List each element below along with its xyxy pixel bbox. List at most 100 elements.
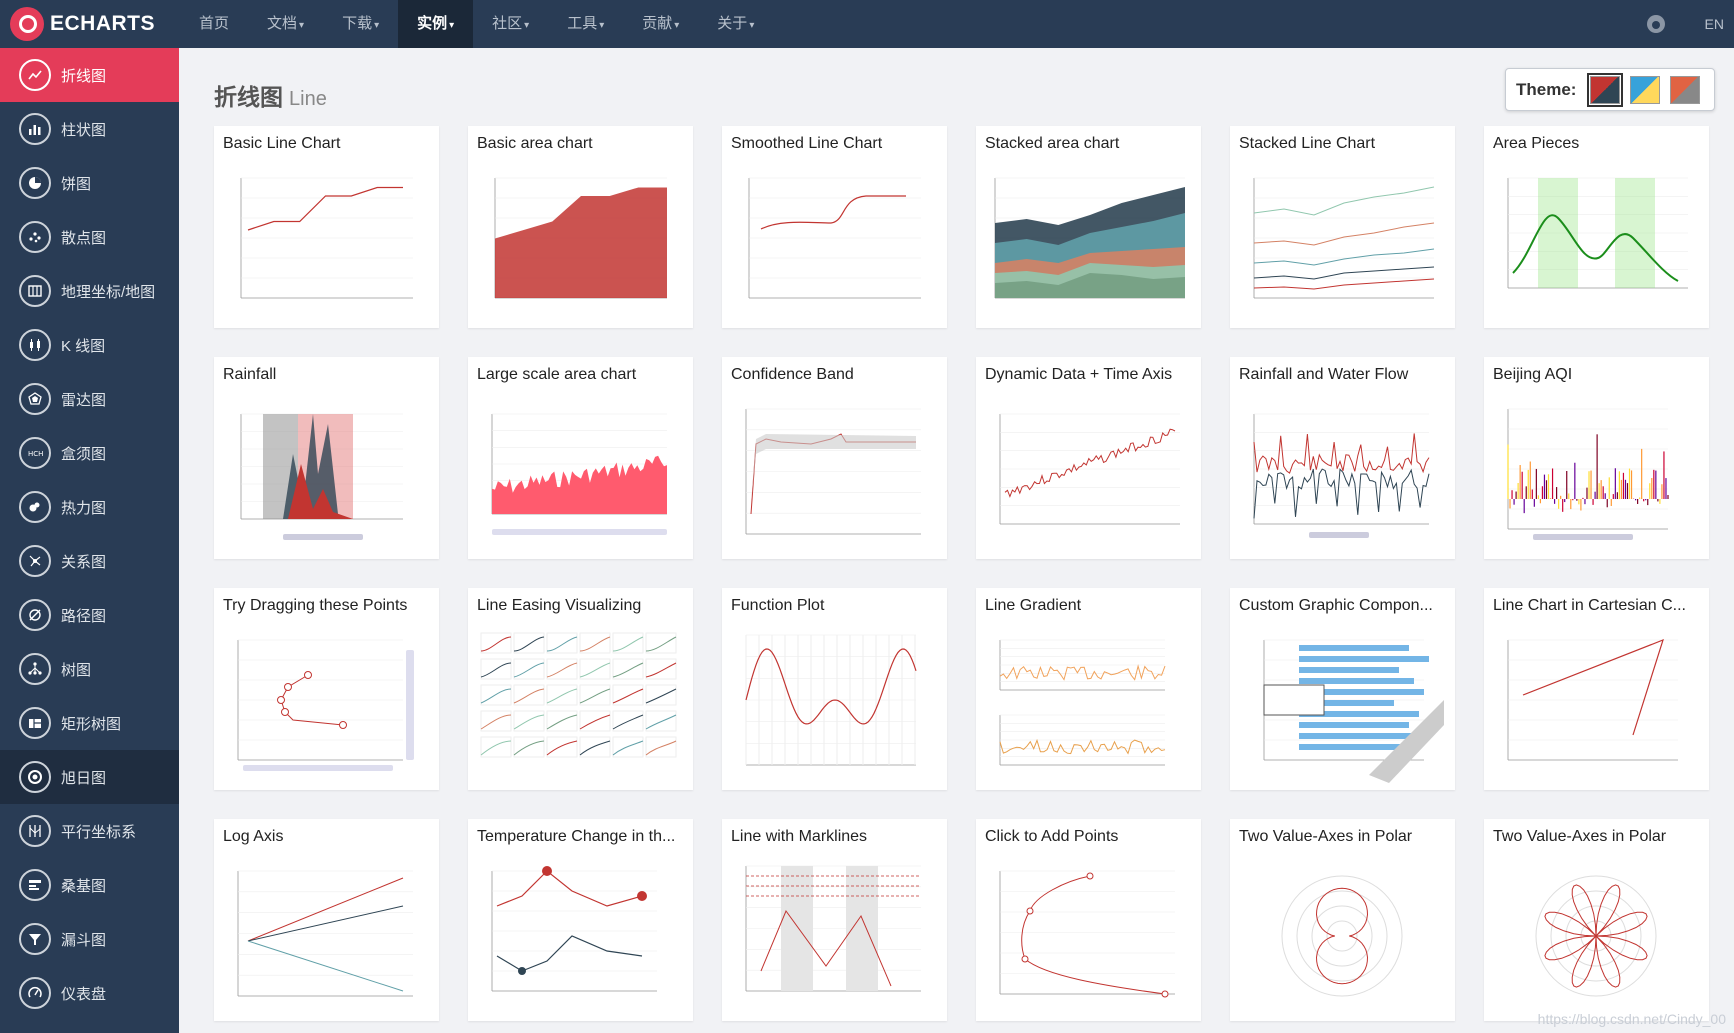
- sidebar-item[interactable]: K 线图: [0, 318, 179, 372]
- example-card[interactable]: Try Dragging these Points: [214, 588, 439, 790]
- sidebar-item[interactable]: 桑基图: [0, 858, 179, 912]
- sidebar-item[interactable]: 路径图: [0, 588, 179, 642]
- example-card-title: Confidence Band: [731, 366, 854, 383]
- example-card-title: Line Gradient: [985, 597, 1082, 614]
- sidebar-item[interactable]: 树图: [0, 642, 179, 696]
- chevron-down-icon: ▾: [299, 20, 305, 31]
- bar-chart-icon: [19, 113, 51, 145]
- example-thumbnail: [1239, 625, 1446, 783]
- example-thumbnail: [731, 394, 938, 552]
- boxplot-icon: HCH: [19, 437, 51, 469]
- example-card[interactable]: Confidence Band: [722, 357, 947, 559]
- svg-text:HCH: HCH: [28, 450, 43, 458]
- example-thumbnail: [223, 163, 430, 321]
- example-card[interactable]: Rainfall: [214, 357, 439, 559]
- theme-swatch-light[interactable]: [1630, 75, 1661, 104]
- nav-item[interactable]: 实例 ▾: [398, 0, 474, 48]
- example-card-title: Line Easing Visualizing: [477, 597, 642, 614]
- sidebar-item[interactable]: 地理坐标/地图: [0, 264, 179, 318]
- main-content: 折线图 Line Theme: Basic Line Chart Basic are…: [179, 48, 1734, 1033]
- chevron-down-icon: ▾: [599, 20, 605, 31]
- page-title-text: 折线图: [214, 84, 283, 110]
- theme-selector: Theme:: [1505, 68, 1715, 111]
- chevron-down-icon: ▾: [674, 20, 680, 31]
- language-toggle[interactable]: EN: [1704, 16, 1724, 32]
- example-card[interactable]: Large scale area chart: [468, 357, 693, 559]
- sunburst-icon: [19, 761, 51, 793]
- example-card-title: Line Chart in Cartesian C...: [1493, 597, 1686, 614]
- watermark: https://blog.csdn.net/Cindy_00: [1537, 1011, 1726, 1027]
- example-card[interactable]: Rainfall and Water Flow: [1230, 357, 1455, 559]
- example-card-title: Beijing AQI: [1493, 366, 1573, 383]
- example-thumbnail: [477, 163, 684, 321]
- example-card[interactable]: Stacked area chart: [976, 126, 1201, 328]
- sidebar: 折线图柱状图 饼图散点图地理坐标/地图 K 线图雷达图 HCH 盒须图 热力图 关系图路径图…: [0, 48, 179, 1033]
- example-thumbnail: [1493, 625, 1700, 783]
- example-card[interactable]: Temperature Change in th...: [468, 819, 693, 1021]
- nav-item[interactable]: 关于 ▾: [698, 0, 773, 48]
- example-card[interactable]: Line with Marklines: [722, 819, 947, 1021]
- nav-item[interactable]: 工具 ▾: [548, 0, 623, 48]
- example-card[interactable]: Function Plot: [722, 588, 947, 790]
- brand-logo[interactable]: ECHARTS: [0, 0, 180, 48]
- sidebar-item-label: 矩形树图: [61, 715, 122, 733]
- sidebar-item-label: 路径图: [61, 607, 107, 625]
- nav-item[interactable]: 贡献 ▾: [623, 0, 698, 48]
- example-card[interactable]: Two Value-Axes in Polar: [1230, 819, 1455, 1021]
- theme-label: Theme:: [1516, 79, 1577, 99]
- example-card-title: Temperature Change in th...: [477, 828, 676, 845]
- sidebar-item[interactable]: 平行坐标系: [0, 804, 179, 858]
- sidebar-item-label: 雷达图: [61, 391, 107, 409]
- example-card[interactable]: Smoothed Line Chart: [722, 126, 947, 328]
- example-card[interactable]: Dynamic Data + Time Axis: [976, 357, 1201, 559]
- example-card-title: Stacked area chart: [985, 135, 1120, 152]
- nav-item[interactable]: 首页: [180, 0, 248, 48]
- example-card[interactable]: Custom Graphic Compon...: [1230, 588, 1455, 790]
- sidebar-item[interactable]: 漏斗图: [0, 912, 179, 966]
- sidebar-item-label: 漏斗图: [61, 931, 107, 949]
- example-card-title: Large scale area chart: [477, 366, 637, 383]
- example-card[interactable]: Basic area chart: [468, 126, 693, 328]
- sidebar-item[interactable]: 折线图: [0, 48, 179, 102]
- sidebar-item[interactable]: 旭日图: [0, 750, 179, 804]
- sidebar-item-label: 旭日图: [61, 769, 107, 787]
- sidebar-item-label: 散点图: [61, 229, 107, 247]
- example-card[interactable]: Line Easing Visualizing: [468, 588, 693, 790]
- sidebar-item[interactable]: 关系图: [0, 534, 179, 588]
- example-card[interactable]: Area Pieces: [1484, 126, 1709, 328]
- example-thumbnail: [477, 394, 684, 552]
- sidebar-item[interactable]: HCH 盒须图: [0, 426, 179, 480]
- example-card[interactable]: Beijing AQI: [1484, 357, 1709, 559]
- example-card[interactable]: Stacked Line Chart: [1230, 126, 1455, 328]
- brand-name: ECHARTS: [50, 12, 156, 35]
- sidebar-item[interactable]: 柱状图: [0, 102, 179, 156]
- example-card-title: Custom Graphic Compon...: [1239, 597, 1433, 614]
- example-card[interactable]: Basic Line Chart: [214, 126, 439, 328]
- example-thumbnail: [477, 856, 684, 1014]
- lines-icon: [19, 599, 51, 631]
- example-card[interactable]: Click to Add Points: [976, 819, 1201, 1021]
- funnel-icon: [19, 923, 51, 955]
- nav-item[interactable]: 文档 ▾: [248, 0, 323, 48]
- sidebar-item[interactable]: 饼图: [0, 156, 179, 210]
- example-card[interactable]: Two Value-Axes in Polar: [1484, 819, 1709, 1021]
- theme-swatch-dark[interactable]: [1587, 72, 1624, 107]
- theme-swatch-default[interactable]: [1670, 75, 1701, 104]
- nav-item[interactable]: 社区 ▾: [473, 0, 548, 48]
- sidebar-item[interactable]: 散点图: [0, 210, 179, 264]
- sidebar-item[interactable]: 雷达图: [0, 372, 179, 426]
- github-icon[interactable]: [1646, 15, 1665, 33]
- sidebar-item[interactable]: 热力图: [0, 480, 179, 534]
- example-thumbnail: [985, 625, 1192, 783]
- treemap-icon: [19, 707, 51, 739]
- nav-item[interactable]: 下载 ▾: [323, 0, 398, 48]
- example-card[interactable]: Log Axis: [214, 819, 439, 1021]
- sidebar-item-label: K 线图: [61, 337, 106, 355]
- sidebar-item[interactable]: 矩形树图: [0, 696, 179, 750]
- sidebar-item[interactable]: 仪表盘: [0, 966, 179, 1020]
- sidebar-item-label: 树图: [61, 661, 92, 679]
- example-card[interactable]: Line Chart in Cartesian C...: [1484, 588, 1709, 790]
- example-card[interactable]: Line Gradient: [976, 588, 1201, 790]
- sidebar-item-label: 折线图: [61, 67, 107, 85]
- example-thumbnail: [731, 625, 938, 783]
